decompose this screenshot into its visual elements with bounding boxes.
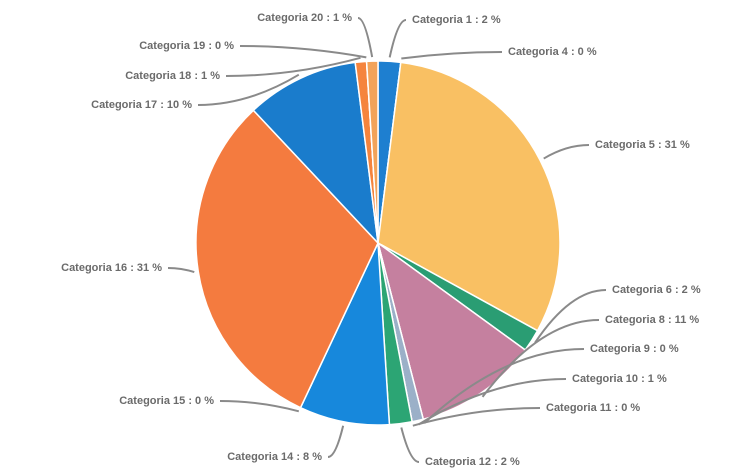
data-label: Categoria 8 : 11 % [605,314,699,326]
data-label: Categoria 16 : 31 % [61,262,162,274]
pie-slice [252,61,380,246]
leader-line [534,289,607,344]
data-label: Categoria 9 : 0 % [590,343,679,355]
leader-line [239,45,367,59]
data-label: Categoria 14 : 8 % [227,451,322,463]
data-label: Categoria 5 : 31 % [595,139,690,151]
data-label: Categoria 19 : 0 % [139,40,234,52]
data-label: Categoria 15 : 0 % [119,395,214,407]
data-label: Categoria 10 : 1 % [572,373,667,385]
leader-line [197,73,300,106]
data-label: Categoria 20 : 1 % [257,12,352,24]
pie-slice [195,109,379,409]
data-label: Categoria 4 : 0 % [508,46,597,58]
leader-line [400,427,420,463]
leader-line [418,378,567,426]
leader-line [481,319,600,398]
leader-line [401,51,503,60]
leader-line [327,425,345,458]
pie-slice [377,61,561,332]
pie-slice [299,242,391,426]
leader-line [167,267,195,274]
data-label: Categoria 6 : 2 % [612,284,701,296]
leader-line [412,407,541,427]
leader-line [225,56,361,77]
leader-line [543,144,590,160]
leader-line [357,17,374,58]
leader-line [388,19,407,58]
data-label: Categoria 11 : 0 % [546,402,640,414]
data-label: Categoria 1 : 2 % [412,14,501,26]
data-label: Categoria 18 : 1 % [125,70,220,82]
leader-line [219,400,300,413]
leader-line [423,348,585,424]
pie-slice [365,60,379,244]
data-label: Categoria 17 : 10 % [91,99,192,111]
data-label: Categoria 12 : 2 % [425,456,520,468]
